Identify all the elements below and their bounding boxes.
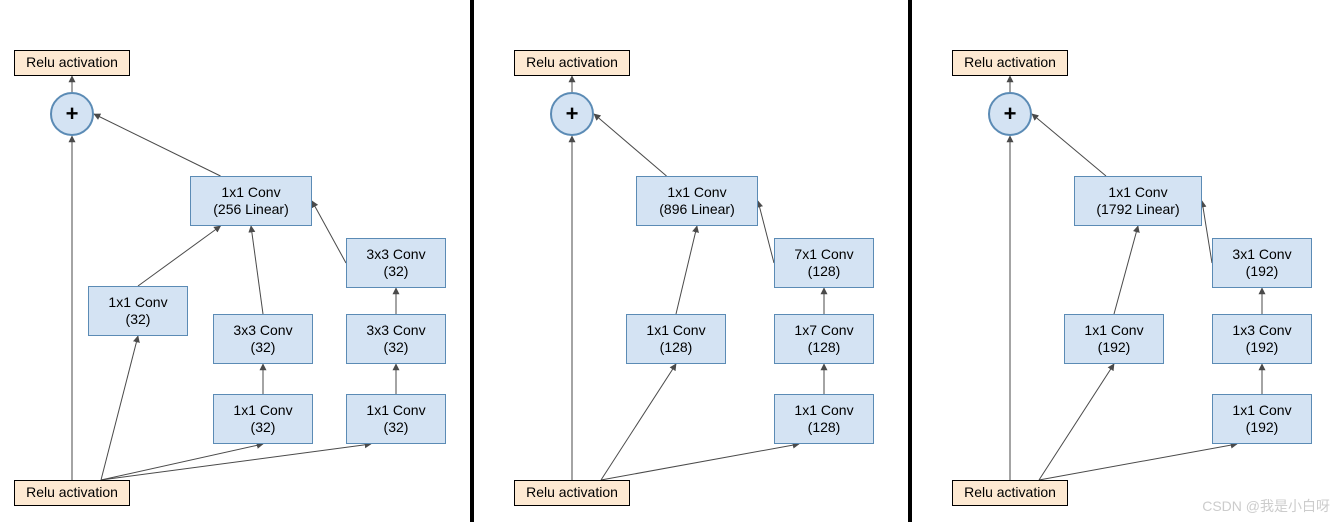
conv-label-line2: (32) — [251, 419, 276, 437]
conv-label-line1: 1x1 Conv — [366, 402, 425, 420]
edge — [101, 444, 263, 480]
conv-label-line1: 3x3 Conv — [366, 322, 425, 340]
conv-node: 1x1 Conv(896 Linear) — [636, 176, 758, 226]
conv-label-line1: 1x1 Conv — [108, 294, 167, 312]
conv-label-line2: (128) — [808, 339, 841, 357]
edge — [758, 201, 774, 263]
conv-label-line2: (192) — [1246, 419, 1279, 437]
conv-node: 1x7 Conv(128) — [774, 314, 874, 364]
edge — [1114, 226, 1138, 314]
conv-label-line2: (128) — [808, 263, 841, 281]
conv-label-line2: (128) — [808, 419, 841, 437]
conv-label-line2: (1792 Linear) — [1096, 201, 1179, 219]
conv-label-line1: 7x1 Conv — [794, 246, 853, 264]
edge — [594, 114, 667, 176]
relu-activation: Relu activation — [14, 50, 130, 76]
conv-label-line1: 1x1 Conv — [1084, 322, 1143, 340]
conv-label-line1: 3x3 Conv — [366, 246, 425, 264]
edge — [1039, 444, 1237, 480]
conv-label-line1: 1x1 Conv — [646, 322, 705, 340]
conv-node: 1x1 Conv(32) — [88, 286, 188, 336]
edge — [251, 226, 263, 314]
conv-node: 3x3 Conv(32) — [346, 314, 446, 364]
conv-node: 1x3 Conv(192) — [1212, 314, 1312, 364]
conv-label-line1: 1x1 Conv — [667, 184, 726, 202]
relu-activation: Relu activation — [952, 480, 1068, 506]
add-node: + — [550, 92, 594, 136]
conv-label-line2: (896 Linear) — [659, 201, 735, 219]
conv-label-line1: 3x3 Conv — [233, 322, 292, 340]
conv-node: 1x1 Conv(192) — [1064, 314, 1164, 364]
panel-divider — [908, 0, 912, 522]
conv-label-line2: (256 Linear) — [213, 201, 289, 219]
conv-node: 3x3 Conv(32) — [346, 238, 446, 288]
conv-label-line2: (32) — [126, 311, 151, 329]
conv-label-line1: 1x1 Conv — [1108, 184, 1167, 202]
edge — [101, 336, 138, 480]
relu-activation: Relu activation — [514, 480, 630, 506]
add-node: + — [988, 92, 1032, 136]
conv-node: 1x1 Conv(192) — [1212, 394, 1312, 444]
conv-label-line2: (32) — [384, 419, 409, 437]
edge — [94, 114, 221, 176]
conv-label-line2: (32) — [384, 339, 409, 357]
edges-layer — [0, 0, 1342, 522]
edge — [1202, 201, 1212, 263]
conv-label-line2: (192) — [1098, 339, 1131, 357]
edge — [601, 444, 799, 480]
relu-activation: Relu activation — [514, 50, 630, 76]
conv-node: 3x3 Conv(32) — [213, 314, 313, 364]
watermark: CSDN @我是小白呀 — [1202, 496, 1330, 516]
conv-label-line2: (192) — [1246, 263, 1279, 281]
add-node: + — [50, 92, 94, 136]
conv-label-line2: (32) — [251, 339, 276, 357]
conv-node: 1x1 Conv(256 Linear) — [190, 176, 312, 226]
edge — [138, 226, 221, 286]
conv-node: 3x1 Conv(192) — [1212, 238, 1312, 288]
conv-node: 1x1 Conv(128) — [774, 394, 874, 444]
conv-node: 7x1 Conv(128) — [774, 238, 874, 288]
edge — [676, 226, 697, 314]
edge — [1039, 364, 1114, 480]
conv-label-line1: 1x1 Conv — [233, 402, 292, 420]
conv-label-line1: 1x1 Conv — [794, 402, 853, 420]
conv-label-line1: 3x1 Conv — [1232, 246, 1291, 264]
conv-node: 1x1 Conv(128) — [626, 314, 726, 364]
relu-activation: Relu activation — [952, 50, 1068, 76]
conv-node: 1x1 Conv(1792 Linear) — [1074, 176, 1202, 226]
edge — [101, 444, 371, 480]
edge — [601, 364, 676, 480]
relu-activation: Relu activation — [14, 480, 130, 506]
conv-label-line2: (32) — [384, 263, 409, 281]
conv-label-line1: 1x1 Conv — [1232, 402, 1291, 420]
edges-layer — [0, 0, 1342, 522]
conv-node: 1x1 Conv(32) — [213, 394, 313, 444]
panel-divider — [470, 0, 474, 522]
conv-label-line1: 1x3 Conv — [1232, 322, 1291, 340]
conv-label-line2: (192) — [1246, 339, 1279, 357]
edges-layer — [0, 0, 1342, 522]
conv-node: 1x1 Conv(32) — [346, 394, 446, 444]
edge — [312, 201, 346, 263]
conv-label-line2: (128) — [660, 339, 693, 357]
conv-label-line1: 1x1 Conv — [221, 184, 280, 202]
conv-label-line1: 1x7 Conv — [794, 322, 853, 340]
edge — [1032, 114, 1106, 176]
